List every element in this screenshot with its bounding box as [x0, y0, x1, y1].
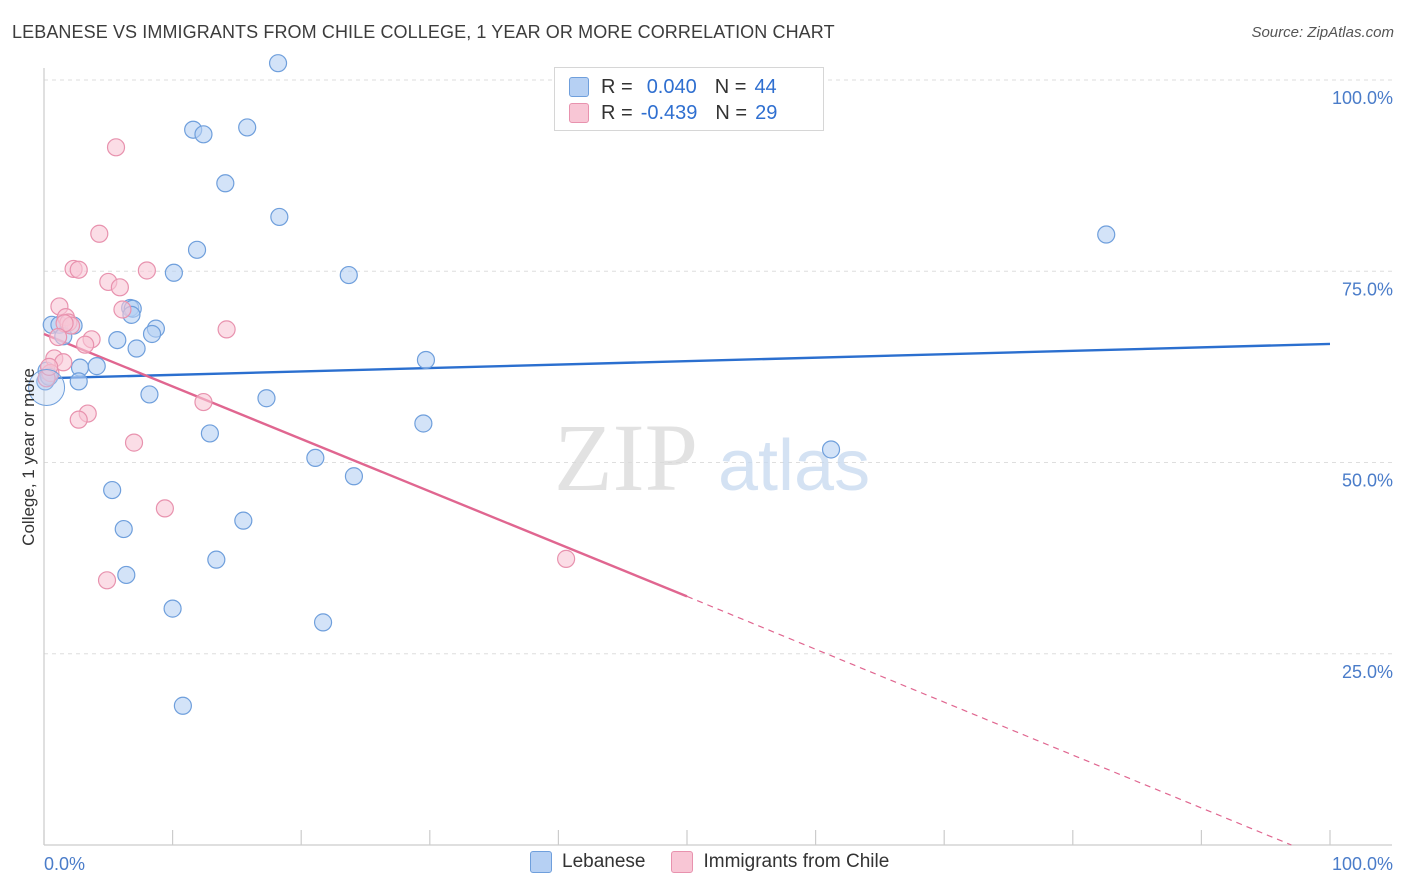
legend-n-label: N = [715, 101, 748, 124]
point-lebanese [344, 467, 364, 486]
point-lebanese [69, 372, 88, 391]
watermark: ZIP atlas [554, 404, 870, 511]
point-lebanese [127, 339, 146, 358]
point-chile [113, 300, 132, 319]
point-lebanese [821, 440, 841, 459]
watermark-atlas: atlas [718, 426, 870, 506]
point-chile [124, 433, 144, 452]
point-lebanese [200, 424, 219, 443]
trend-line-lebanese [43, 342, 1331, 380]
legend-label-lebanese: Lebanese [562, 851, 646, 872]
legend-label-chile: Immigrants from Chile [703, 851, 890, 872]
point-chile [110, 278, 129, 297]
legend-n-value: 44 [754, 75, 777, 98]
gridlines [44, 79, 1392, 655]
y-tick-label: 75.0% [1342, 279, 1393, 299]
point-lebanese [187, 240, 207, 259]
point-lebanese [339, 265, 358, 285]
legend-row-chile: R = -0.439 N = 29 [569, 101, 777, 125]
point-lebanese [207, 550, 226, 569]
legend-swatch-lebanese [530, 851, 552, 873]
point-lebanese [114, 519, 133, 539]
y-tick-label: 50.0% [1342, 471, 1393, 491]
point-lebanese [270, 207, 289, 227]
point-chile [69, 260, 88, 279]
point-chile [106, 138, 126, 157]
tick-labels: 25.0% 50.0% 75.0% 100.0% 0.0% 100.0% [44, 88, 1393, 874]
point-lebanese [414, 414, 433, 433]
point-lebanese [87, 357, 106, 376]
point-lebanese [103, 480, 122, 500]
point-lebanese [117, 565, 136, 585]
point-chile [155, 499, 174, 518]
correlation-legend: R = 0.040 N = 44 R = -0.439 N = 29 [554, 67, 824, 131]
point-lebanese [164, 263, 183, 282]
series-legend: Lebanese Immigrants from Chile [530, 851, 915, 873]
legend-swatch-chile [671, 851, 694, 873]
x-tick-label: 0.0% [44, 854, 85, 874]
point-chile [76, 335, 95, 354]
point-lebanese [163, 599, 182, 618]
point-lebanese [416, 350, 436, 370]
point-lebanese [1097, 225, 1116, 244]
legend-item-chile[interactable]: Immigrants from Chile [671, 851, 889, 873]
legend-swatch-pink [569, 103, 589, 123]
point-lebanese [313, 613, 333, 632]
point-lebanese [234, 511, 253, 530]
point-chile [194, 392, 213, 412]
point-lebanese [108, 331, 127, 350]
point-lebanese [268, 54, 288, 73]
trend-line-chile-extrapolated [686, 595, 1292, 846]
axes [43, 68, 1392, 846]
chart-title: LEBANESE VS IMMIGRANTS FROM CHILE COLLEG… [12, 22, 835, 42]
trend-line-chile [43, 332, 688, 598]
point-lebanese [238, 118, 257, 137]
legend-swatch-blue [569, 77, 589, 97]
y-tick-label: 25.0% [1342, 662, 1393, 682]
legend-r-value: 0.040 [646, 75, 697, 98]
legend-item-lebanese[interactable]: Lebanese [530, 851, 645, 873]
point-chile [557, 549, 576, 568]
point-lebanese [216, 174, 235, 193]
point-chile [69, 410, 88, 429]
trend-lines [43, 332, 1331, 846]
point-chile [217, 320, 236, 339]
point-lebanese [194, 125, 213, 144]
y-axis-title: College, 1 year or more [19, 368, 38, 546]
point-lebanese [173, 696, 192, 715]
legend-n-label: N = [714, 75, 747, 98]
point-lebanese [142, 324, 162, 344]
legend-row-lebanese: R = 0.040 N = 44 [569, 75, 777, 99]
point-lebanese [257, 389, 276, 408]
point-cluster [28, 369, 66, 407]
legend-r-value: -0.439 [640, 101, 698, 124]
point-lebanese [306, 448, 325, 468]
point-chile [97, 571, 117, 590]
legend-n-value: 29 [755, 101, 778, 124]
x-tick-label: 100.0% [1332, 854, 1393, 874]
legend-r-label: R = [601, 75, 633, 98]
source-label: Source: ZipAtlas.com [1251, 24, 1394, 41]
point-lebanese [140, 385, 159, 404]
watermark-zip: ZIP [554, 404, 698, 511]
y-tick-label: 100.0% [1332, 88, 1393, 108]
point-chile [49, 327, 68, 347]
data-points [28, 54, 1116, 715]
point-chile [137, 261, 156, 280]
point-chile [90, 224, 109, 243]
legend-r-label: R = [601, 101, 633, 124]
